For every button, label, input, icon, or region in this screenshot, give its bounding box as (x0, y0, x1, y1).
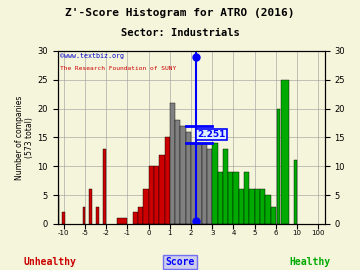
Bar (133, 212, 138, 224)
Text: The Research Foundation of SUNY: The Research Foundation of SUNY (60, 66, 176, 72)
Bar (191, 143, 197, 224)
Text: Z'-Score Histogram for ATRO (2016): Z'-Score Histogram for ATRO (2016) (65, 8, 295, 18)
Bar (271, 207, 276, 224)
Text: ©www.textbiz.org: ©www.textbiz.org (60, 53, 124, 59)
Bar (55, 195, 59, 224)
Bar (202, 143, 207, 224)
Bar (294, 160, 297, 224)
Bar (281, 80, 289, 224)
Bar (239, 189, 244, 224)
Bar (234, 172, 239, 224)
Bar (207, 149, 212, 224)
Bar (197, 143, 202, 224)
Bar (255, 189, 260, 224)
Y-axis label: Number of companies
(573 total): Number of companies (573 total) (15, 95, 35, 180)
Bar (138, 207, 143, 224)
Bar (260, 189, 265, 224)
Bar (217, 172, 223, 224)
Bar (175, 120, 180, 224)
Bar (265, 195, 271, 224)
Bar (180, 126, 186, 224)
Bar (212, 143, 217, 224)
Bar (154, 166, 159, 224)
Bar (159, 155, 165, 224)
Bar (170, 103, 175, 224)
Text: Unhealthy: Unhealthy (24, 257, 77, 267)
Bar (277, 109, 280, 224)
Bar (228, 172, 234, 224)
Bar (149, 166, 154, 224)
Text: 2.251: 2.251 (198, 130, 226, 139)
Bar (143, 189, 149, 224)
Text: Score: Score (165, 257, 195, 267)
Bar (165, 137, 170, 224)
Bar (223, 149, 228, 224)
Bar (89, 189, 92, 224)
Bar (117, 218, 127, 224)
Bar (249, 189, 255, 224)
Text: Sector: Industrials: Sector: Industrials (121, 28, 239, 38)
Bar (186, 131, 191, 224)
Text: Healthy: Healthy (289, 257, 330, 267)
Bar (96, 207, 99, 224)
Bar (103, 149, 106, 224)
Bar (244, 172, 249, 224)
Bar (62, 212, 65, 224)
Bar (83, 207, 85, 224)
